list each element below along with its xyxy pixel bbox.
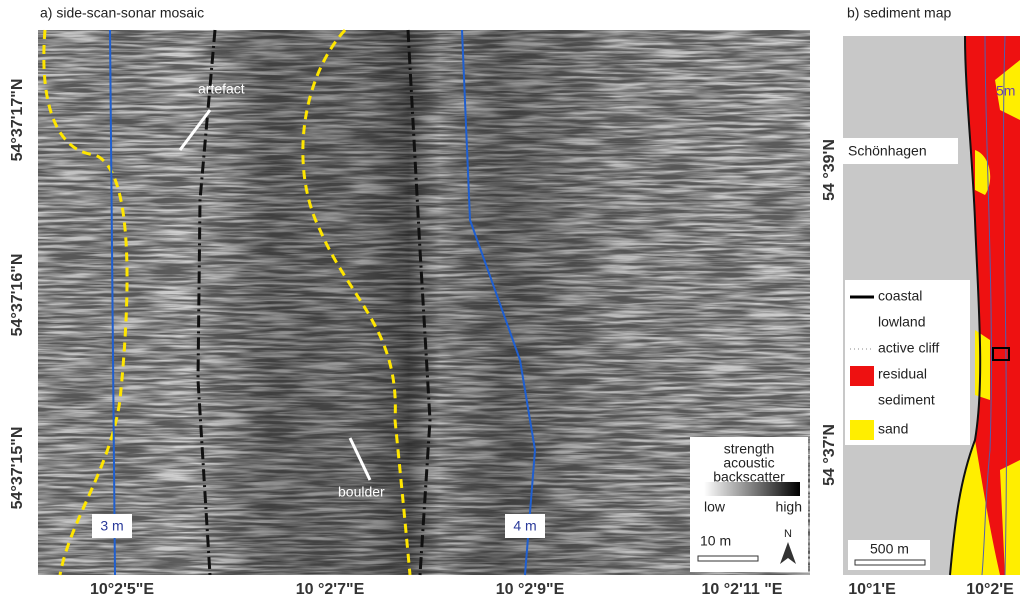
panel-title: a) side-scan-sonar mosaic (40, 5, 204, 21)
depth-label: 3 m (100, 518, 123, 534)
x-label: 10 °2'11 "E (702, 581, 783, 598)
legend-label: high (776, 499, 802, 515)
north-label: N (784, 528, 792, 540)
scale-label: 10 m (700, 533, 731, 549)
place-label: Schönhagen (848, 143, 927, 159)
legend-label: active cliff (878, 340, 939, 356)
depth-label: 4 m (513, 518, 536, 534)
legend-label: sand (878, 421, 908, 437)
panel-title: b) sediment map (847, 5, 951, 21)
annotation: artefact (198, 81, 245, 97)
legend-swatch (850, 420, 874, 440)
y-label: 54°37'15"N (9, 427, 26, 510)
scale-bar (698, 556, 758, 561)
x-label: 10 °2'7"E (296, 581, 365, 598)
legend-swatch (850, 366, 874, 386)
legend-label: lowland (878, 314, 925, 330)
legend-label: sediment (878, 392, 935, 408)
scale-bar (855, 560, 925, 565)
legend-label: residual (878, 366, 927, 382)
x-label: 10°2'E (966, 581, 1014, 598)
y-label: 54°37'17"N (9, 79, 26, 162)
x-label: 10°2'5"E (90, 581, 154, 598)
x-label: 10°1'E (848, 581, 896, 598)
annotation: boulder (338, 484, 385, 500)
legend-label: coastal (878, 288, 922, 304)
figure: a) side-scan-sonar mosaic artefact bould… (0, 0, 1020, 602)
y-label: 54°37'16"N (9, 254, 26, 337)
y-label: 54 °37'N (821, 424, 838, 486)
x-label: 10 °2'9"E (496, 581, 565, 598)
legend-label: low (704, 499, 726, 515)
color-ramp (704, 482, 800, 496)
scale-label: 500 m (870, 541, 909, 557)
depth-label: 5m (996, 83, 1015, 99)
y-label: 54 °39'N (821, 139, 838, 201)
